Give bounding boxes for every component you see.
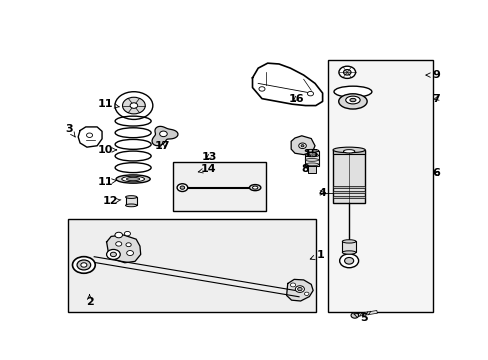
Bar [173, 162, 265, 211]
Ellipse shape [125, 195, 137, 198]
Circle shape [115, 232, 122, 238]
Ellipse shape [305, 163, 318, 166]
Text: 5: 5 [353, 312, 367, 323]
Text: 14: 14 [198, 164, 216, 174]
Circle shape [72, 257, 95, 273]
Text: 17: 17 [155, 141, 170, 151]
Circle shape [115, 92, 153, 120]
Text: 7: 7 [431, 94, 439, 104]
Circle shape [339, 254, 358, 268]
Circle shape [297, 287, 302, 291]
Circle shape [77, 260, 90, 270]
Bar [327, 60, 432, 312]
Circle shape [126, 251, 133, 256]
Circle shape [122, 97, 145, 114]
Ellipse shape [116, 175, 150, 183]
Text: 1: 1 [309, 250, 324, 260]
Circle shape [126, 243, 131, 247]
Ellipse shape [338, 94, 366, 109]
Bar [125, 197, 137, 205]
Text: 9: 9 [425, 70, 439, 80]
Circle shape [301, 145, 304, 147]
Text: 4: 4 [318, 188, 326, 198]
Text: 8: 8 [301, 164, 309, 174]
Ellipse shape [349, 98, 355, 102]
Circle shape [124, 231, 130, 236]
Bar [332, 150, 365, 203]
Text: 10: 10 [98, 145, 116, 155]
Bar [342, 242, 355, 252]
Circle shape [338, 66, 355, 78]
Text: 13: 13 [201, 152, 216, 162]
Text: 16: 16 [288, 94, 303, 104]
Circle shape [259, 87, 264, 91]
Ellipse shape [305, 154, 318, 157]
Circle shape [304, 292, 308, 296]
Text: 11: 11 [98, 99, 119, 109]
Circle shape [177, 184, 187, 192]
Ellipse shape [343, 150, 354, 153]
Ellipse shape [305, 149, 318, 152]
Circle shape [295, 286, 304, 292]
Circle shape [106, 249, 120, 260]
Ellipse shape [342, 240, 355, 243]
Circle shape [180, 186, 184, 189]
Ellipse shape [305, 158, 318, 161]
Ellipse shape [333, 86, 371, 97]
Ellipse shape [125, 204, 137, 207]
Ellipse shape [252, 186, 257, 189]
Ellipse shape [126, 177, 140, 181]
Bar [307, 166, 315, 173]
Text: 6: 6 [431, 168, 439, 179]
Circle shape [343, 69, 350, 75]
Ellipse shape [332, 147, 365, 153]
Circle shape [86, 133, 92, 138]
Circle shape [110, 252, 116, 257]
Bar [332, 191, 365, 193]
Circle shape [130, 103, 138, 108]
Circle shape [116, 242, 122, 246]
Polygon shape [152, 126, 178, 146]
Bar [332, 195, 365, 198]
Bar [305, 151, 318, 166]
Circle shape [159, 131, 167, 136]
Text: 12: 12 [102, 196, 121, 206]
Ellipse shape [249, 185, 260, 191]
Text: 11: 11 [98, 177, 116, 187]
Circle shape [307, 91, 313, 96]
Ellipse shape [345, 96, 359, 104]
Bar [332, 186, 365, 188]
Ellipse shape [342, 251, 355, 254]
Bar [68, 219, 316, 312]
Circle shape [344, 257, 353, 264]
Circle shape [81, 263, 87, 267]
Circle shape [298, 143, 305, 149]
Bar [332, 150, 365, 154]
Ellipse shape [122, 176, 144, 182]
Polygon shape [290, 136, 314, 155]
Text: 3: 3 [65, 124, 75, 137]
Polygon shape [106, 235, 141, 263]
Text: 2: 2 [85, 294, 93, 307]
Circle shape [290, 283, 295, 287]
Polygon shape [286, 279, 312, 301]
Text: 15: 15 [303, 149, 318, 159]
Circle shape [350, 312, 358, 318]
